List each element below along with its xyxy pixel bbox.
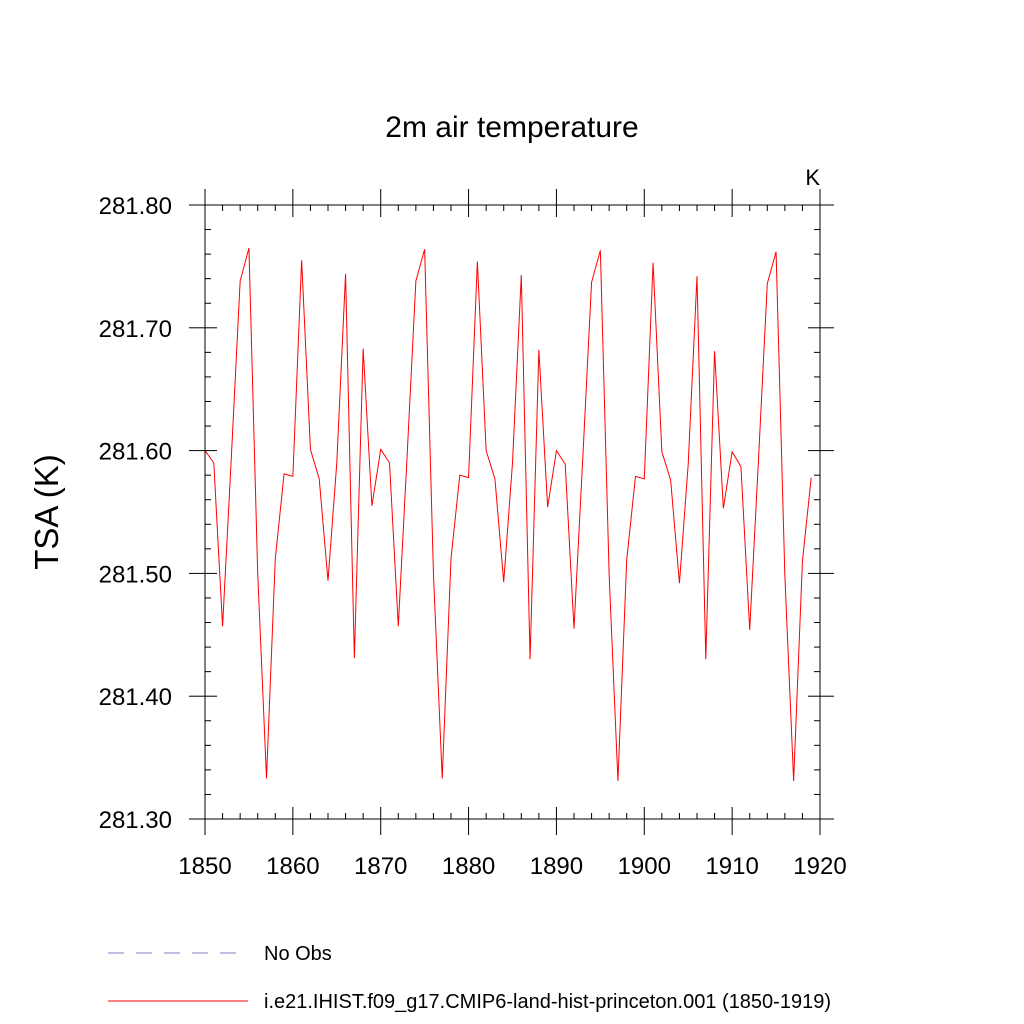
plot-area — [204, 247, 812, 781]
units-label: K — [805, 165, 820, 190]
x-tick-label: 1870 — [354, 853, 407, 880]
y-tick-label: 281.40 — [99, 684, 172, 711]
x-tick-label: 1910 — [705, 853, 758, 880]
legend: No Obs i.e21.IHIST.f09_g17.CMIP6-land-hi… — [108, 943, 831, 1013]
legend-label-no-obs: No Obs — [264, 943, 332, 965]
y-axis-label: TSA (K) — [28, 454, 65, 570]
y-tick-label: 281.70 — [99, 316, 172, 343]
y-tick-label: 281.80 — [99, 193, 172, 220]
series-line — [204, 247, 812, 781]
x-tick-label: 1900 — [618, 853, 671, 880]
y-tick-label: 281.60 — [99, 439, 172, 466]
y-tick-label: 281.50 — [99, 561, 172, 588]
x-tick-label: 1890 — [530, 853, 583, 880]
x-tick-label: 1880 — [442, 853, 495, 880]
chart-title: 2m air temperature — [385, 111, 638, 144]
y-tick-label: 281.30 — [99, 807, 172, 834]
plot-frame — [204, 204, 821, 820]
legend-label-model: i.e21.IHIST.f09_g17.CMIP6-land-hist-prin… — [264, 991, 831, 1013]
x-tick-label: 1920 — [793, 853, 846, 880]
x-tick-label: 1860 — [266, 853, 319, 880]
tick-labels: 1850 1860 1870 1880 1890 1900 1910 1920 281.30 28… — [99, 193, 847, 880]
x-tick-label: 1850 — [178, 853, 231, 880]
axis-ticks — [189, 189, 834, 835]
